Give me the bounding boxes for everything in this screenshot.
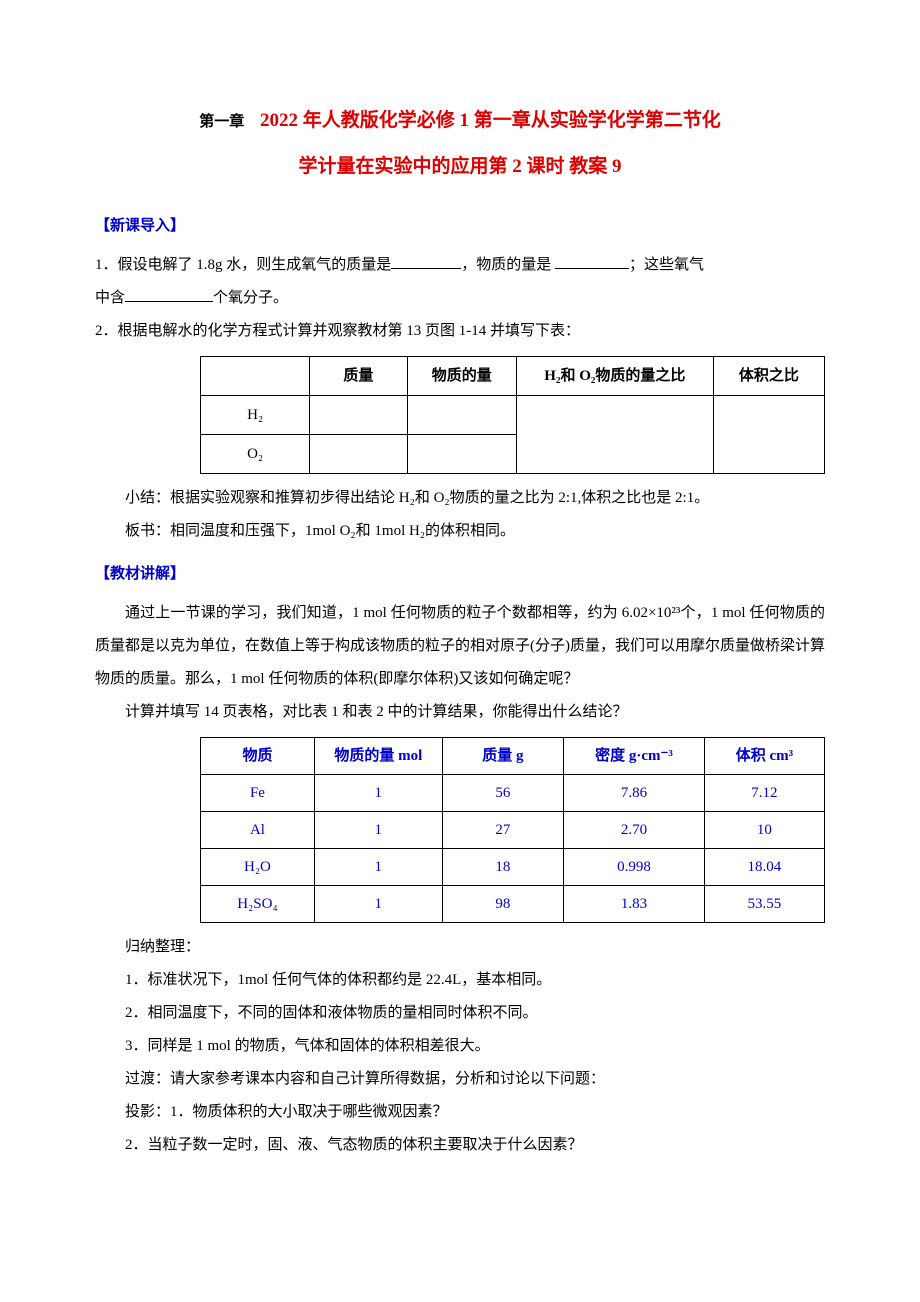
q1-text-b: ，物质的量是 xyxy=(461,257,555,273)
summary-1: 小结：根据实验观察和推算初步得出结论 H₂和 O₂物质的量之比为 2:1,体积之… xyxy=(95,482,825,515)
after-line: 2．相同温度下，不同的固体和液体物质的量相同时体积不同。 xyxy=(95,997,825,1030)
table-cell: 10 xyxy=(704,811,824,848)
table-cell: H₂SO₄ xyxy=(201,885,315,922)
table-header: 质量 g xyxy=(442,737,563,774)
section-heading-intro: 【新课导入】 xyxy=(95,210,825,243)
table-cell xyxy=(713,395,824,473)
table-cell xyxy=(310,434,407,473)
table-header: 物质的量 mol xyxy=(314,737,442,774)
table-cell: 98 xyxy=(442,885,563,922)
table-cell: 1 xyxy=(314,774,442,811)
blank-fill xyxy=(125,286,213,302)
table-cell: 18 xyxy=(442,848,563,885)
table-row: 物质 物质的量 mol 质量 g 密度 g·cm⁻³ 体积 cm³ xyxy=(201,737,825,774)
table-cell: 1 xyxy=(314,885,442,922)
q1-text-c: ；这些氧气 xyxy=(629,257,704,273)
table-header: 物质的量 xyxy=(407,356,516,395)
table-cell xyxy=(516,395,713,473)
title-part1: 2022 年人教版化学必修 1 第一章从实验学化学第二节化 xyxy=(260,110,721,131)
explain-p2: 计算并填写 14 页表格，对比表 1 和表 2 中的计算结果，你能得出什么结论？ xyxy=(95,696,825,729)
blank-fill xyxy=(555,253,629,269)
q1-text-e: 个氧分子。 xyxy=(213,290,288,306)
question-2: 2．根据电解水的化学方程式计算并观察教材第 13 页图 1-14 并填写下表： xyxy=(95,315,825,348)
table-row: H₂SO₄ 1 98 1.83 53.55 xyxy=(201,885,825,922)
table-header: 质量 xyxy=(310,356,407,395)
table-cell: 53.55 xyxy=(704,885,824,922)
table-cell xyxy=(407,395,516,434)
title-part2: 学计量在实验中的应用第 2 课时 教案 9 xyxy=(298,156,621,177)
table-cell: 56 xyxy=(442,774,563,811)
table-cell: Fe xyxy=(201,774,315,811)
table-row: 质量 物质的量 H₂和 O₂物质的量之比 体积之比 xyxy=(201,356,825,395)
table-cell: 2.70 xyxy=(564,811,705,848)
after-line: 投影：1．物质体积的大小取决于哪些微观因素？ xyxy=(95,1096,825,1129)
table-header: 密度 g·cm⁻³ xyxy=(564,737,705,774)
question-1-cont: 中含 个氧分子。 xyxy=(95,282,825,315)
after-line: 过渡：请大家参考课本内容和自己计算所得数据，分析和讨论以下问题： xyxy=(95,1063,825,1096)
table-row: H₂O 1 18 0.998 18.04 xyxy=(201,848,825,885)
q1-text-a: 1．假设电解了 1.8g 水，则生成氧气的质量是 xyxy=(95,257,391,273)
table-row: Al 1 27 2.70 10 xyxy=(201,811,825,848)
table-cell: 27 xyxy=(442,811,563,848)
section-heading-explain: 【教材讲解】 xyxy=(95,558,825,591)
table-cell: 0.998 xyxy=(564,848,705,885)
table-cell: Al xyxy=(201,811,315,848)
summary-2: 板书：相同温度和压强下，1mol O₂和 1mol H₂的体积相同。 xyxy=(95,515,825,548)
table-header: 物质 xyxy=(201,737,315,774)
question-1: 1．假设电解了 1.8g 水，则生成氧气的质量是 ，物质的量是 ；这些氧气 xyxy=(95,249,825,282)
table-row: H₂ xyxy=(201,395,825,434)
after-line: 1．标准状况下，1mol 任何气体的体积都约是 22.4L，基本相同。 xyxy=(95,964,825,997)
table-row: Fe 1 56 7.86 7.12 xyxy=(201,774,825,811)
table-cell: 1 xyxy=(314,848,442,885)
title-line-2: 学计量在实验中的应用第 2 课时 教案 9 xyxy=(95,146,825,188)
blank-fill xyxy=(391,253,461,269)
title-line-1: 第一章 2022 年人教版化学必修 1 第一章从实验学化学第二节化 xyxy=(95,100,825,142)
table-cell: 7.86 xyxy=(564,774,705,811)
table-cell: H₂ xyxy=(201,395,310,434)
table-cell xyxy=(310,395,407,434)
after-line: 2．当粒子数一定时，固、液、气态物质的体积主要取决于什么因素？ xyxy=(95,1129,825,1162)
q1-text-d: 中含 xyxy=(95,290,125,306)
explain-p1: 通过上一节课的学习，我们知道，1 mol 任何物质的粒子个数都相等，约为 6.0… xyxy=(95,597,825,696)
table-cell: 1 xyxy=(314,811,442,848)
table-volume: 物质 物质的量 mol 质量 g 密度 g·cm⁻³ 体积 cm³ Fe 1 5… xyxy=(200,737,825,923)
table-cell: O₂ xyxy=(201,434,310,473)
after-line: 3．同样是 1 mol 的物质，气体和固体的体积相差很大。 xyxy=(95,1030,825,1063)
table-electrolysis: 质量 物质的量 H₂和 O₂物质的量之比 体积之比 H₂ O₂ xyxy=(200,356,825,474)
table-header xyxy=(201,356,310,395)
table-cell: 7.12 xyxy=(704,774,824,811)
table-cell: 18.04 xyxy=(704,848,824,885)
after-line: 归纳整理： xyxy=(95,931,825,964)
chapter-label: 第一章 xyxy=(199,114,244,130)
table-cell: 1.83 xyxy=(564,885,705,922)
table-cell: H₂O xyxy=(201,848,315,885)
table-cell xyxy=(407,434,516,473)
table-header: 体积 cm³ xyxy=(704,737,824,774)
table-header: H₂和 O₂物质的量之比 xyxy=(516,356,713,395)
table-header: 体积之比 xyxy=(713,356,824,395)
